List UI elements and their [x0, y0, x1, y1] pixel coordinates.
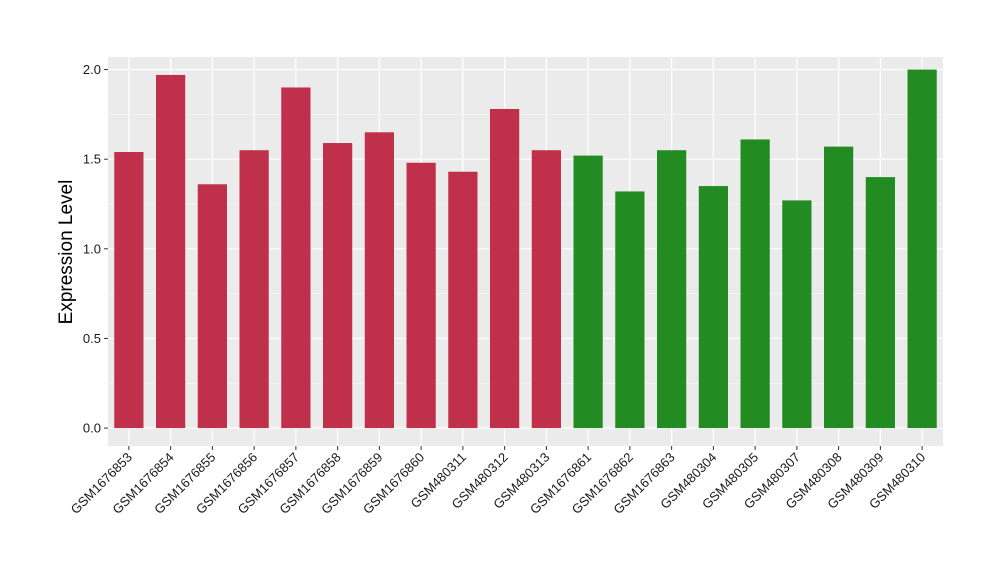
bar-gsm480310 — [907, 69, 937, 429]
bar-gsm1676856 — [239, 150, 269, 429]
y-tick-label: 2.0 — [83, 62, 101, 77]
bar-gsm1676863 — [657, 150, 687, 429]
bar-gsm1676855 — [197, 184, 227, 429]
bar-gsm480304 — [698, 186, 728, 429]
bar-gsm480305 — [740, 139, 770, 429]
y-tick-label: 0.5 — [83, 331, 101, 346]
y-tick-label: 0.0 — [83, 421, 101, 436]
bar-gsm1676857 — [281, 87, 311, 429]
bar-gsm480308 — [824, 146, 854, 429]
x-axis: GSM1676853GSM1676854GSM1676855GSM1676856… — [68, 446, 928, 517]
bar-gsm1676859 — [364, 132, 394, 429]
bar-gsm1676853 — [114, 152, 144, 429]
y-axis: 0.0 0.5 1.0 1.5 2.0 — [83, 62, 108, 436]
bar-gsm1676862 — [615, 191, 645, 429]
bars — [114, 69, 937, 429]
bar-gsm1676860 — [406, 162, 436, 429]
y-axis-title: Expression Level — [56, 180, 77, 325]
plot-panel — [108, 57, 943, 446]
bar-gsm480313 — [531, 150, 561, 429]
bar-gsm480307 — [782, 200, 812, 429]
bar-gsm480309 — [865, 177, 895, 429]
bar-gsm1676861 — [573, 155, 603, 429]
bar-gsm1676854 — [156, 74, 186, 429]
bar-gsm480312 — [490, 108, 520, 429]
bar-gsm480311 — [448, 171, 478, 429]
bar-gsm1676858 — [323, 143, 353, 429]
y-tick-label: 1.5 — [83, 152, 101, 167]
y-tick-label: 1.0 — [83, 241, 101, 256]
